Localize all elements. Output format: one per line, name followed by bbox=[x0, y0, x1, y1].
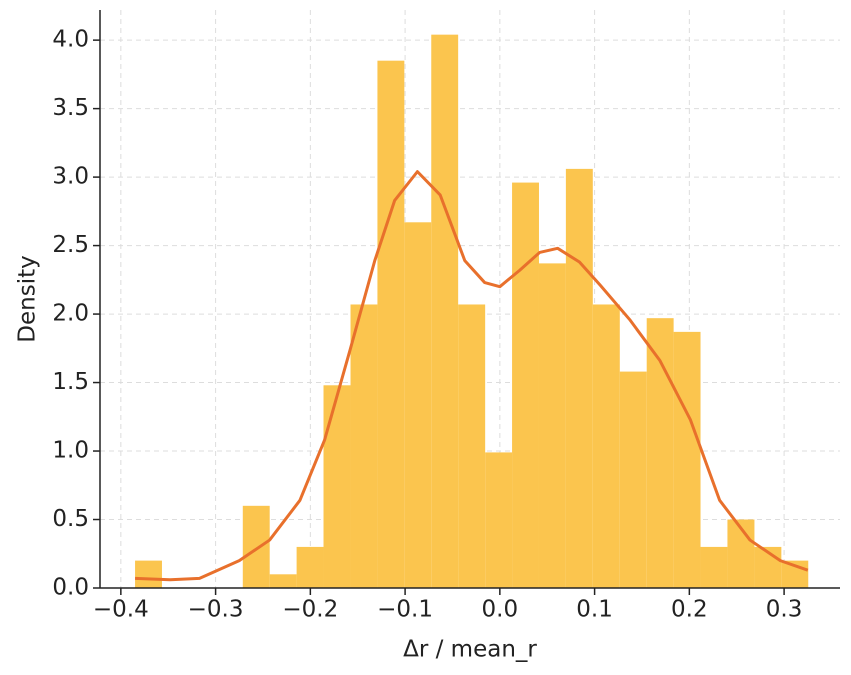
y-tick-label: 2.5 bbox=[52, 232, 89, 258]
bar bbox=[565, 168, 593, 588]
bar bbox=[350, 304, 378, 588]
bar bbox=[135, 560, 162, 588]
bar bbox=[377, 60, 405, 588]
bar bbox=[296, 546, 324, 588]
bar bbox=[242, 505, 270, 588]
bar bbox=[538, 263, 566, 588]
x-tick-label: 0.0 bbox=[482, 597, 519, 623]
y-tick-label: 2.0 bbox=[52, 301, 89, 327]
y-tick-label: 3.0 bbox=[52, 164, 89, 190]
bar bbox=[619, 371, 647, 588]
bar bbox=[269, 574, 297, 588]
x-tick-label: −0.2 bbox=[282, 597, 338, 623]
y-axis-label: Density bbox=[15, 255, 41, 342]
bar bbox=[431, 34, 459, 588]
x-tick-label: −0.3 bbox=[188, 597, 244, 623]
bar bbox=[485, 452, 513, 588]
kde-line bbox=[134, 170, 809, 582]
bar bbox=[700, 546, 728, 588]
bar bbox=[404, 222, 432, 588]
x-tick-label: 0.1 bbox=[576, 597, 613, 623]
x-tick-label: 0.2 bbox=[671, 597, 708, 623]
bar bbox=[512, 182, 539, 589]
y-tick-label: 3.5 bbox=[52, 95, 89, 121]
bar bbox=[727, 519, 755, 588]
y-tick-label: 0.0 bbox=[52, 575, 89, 601]
y-tick-label: 1.5 bbox=[52, 369, 89, 395]
x-tick-label: 0.3 bbox=[766, 597, 803, 623]
y-tick-label: 4.0 bbox=[52, 27, 89, 53]
bar bbox=[458, 304, 486, 588]
y-tick-label: 0.5 bbox=[52, 506, 89, 532]
bar bbox=[323, 385, 351, 588]
x-tick-label: −0.1 bbox=[377, 597, 433, 623]
x-tick-label: −0.4 bbox=[93, 597, 149, 623]
bar bbox=[673, 331, 701, 588]
plot: 0.0 0.5 1.0 1.5 2.0 2.5 3.0 3.5 4.0 −0.4 −0.3 −0.2 −… bbox=[52, 10, 840, 623]
bar bbox=[592, 304, 620, 588]
y-tick-label: 1.0 bbox=[52, 438, 89, 464]
x-axis-label: Δr / mean_r bbox=[403, 637, 537, 663]
